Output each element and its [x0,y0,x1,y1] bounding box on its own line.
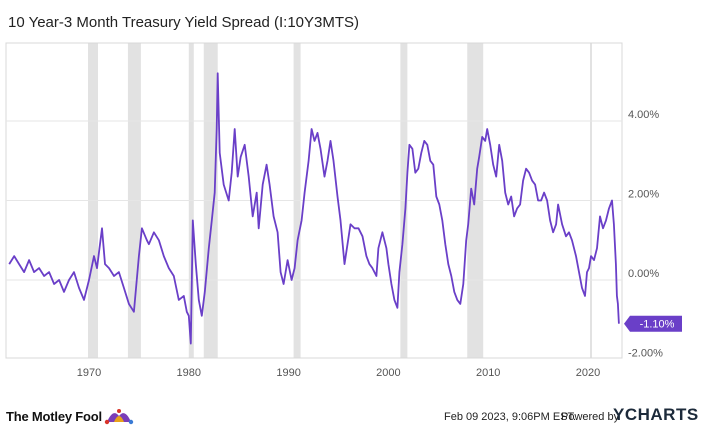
series-line-group [8,72,620,345]
footer: The Motley Fool Feb 09 2023, 9:06PM EST.… [0,400,716,429]
powered-by-label: Powered by [561,411,620,423]
last-value-badge-group: -1.10% [624,315,682,332]
chart: 4.00% 2.00% 0.00% -2.00% 1970 1980 1990 2000 201… [5,42,682,379]
x-tick-label: 1990 [276,367,300,379]
gridlines [5,42,623,359]
series-line [8,72,620,345]
y-tick-label: 0.00% [628,268,659,280]
ycharts-logo[interactable]: YCHARTS [613,405,699,424]
page-title: 10 Year-3 Month Treasury Yield Spread (I… [8,14,360,31]
y-tick-label: 4.00% [628,109,659,121]
y-tick-label: 2.00% [628,189,659,201]
jester-hat-icon [104,409,134,425]
motley-fool-logo[interactable]: The Motley Fool [6,406,134,426]
last-value-label: -1.10% [640,319,675,331]
x-tick-label: 2010 [476,367,500,379]
axis-labels: 4.00% 2.00% 0.00% -2.00% 1970 1980 1990 2000 201… [77,109,663,379]
brand-name: The Motley Fool [6,408,102,424]
y-tick-label: -2.00% [628,348,663,360]
x-tick-label: 2000 [376,367,400,379]
x-tick-label: 1970 [77,367,101,379]
x-tick-label: 2020 [576,367,600,379]
timestamp: Feb 09 2023, 9:06PM EST. [444,411,577,423]
last-value-badge [624,315,682,332]
x-tick-label: 1980 [177,367,201,379]
